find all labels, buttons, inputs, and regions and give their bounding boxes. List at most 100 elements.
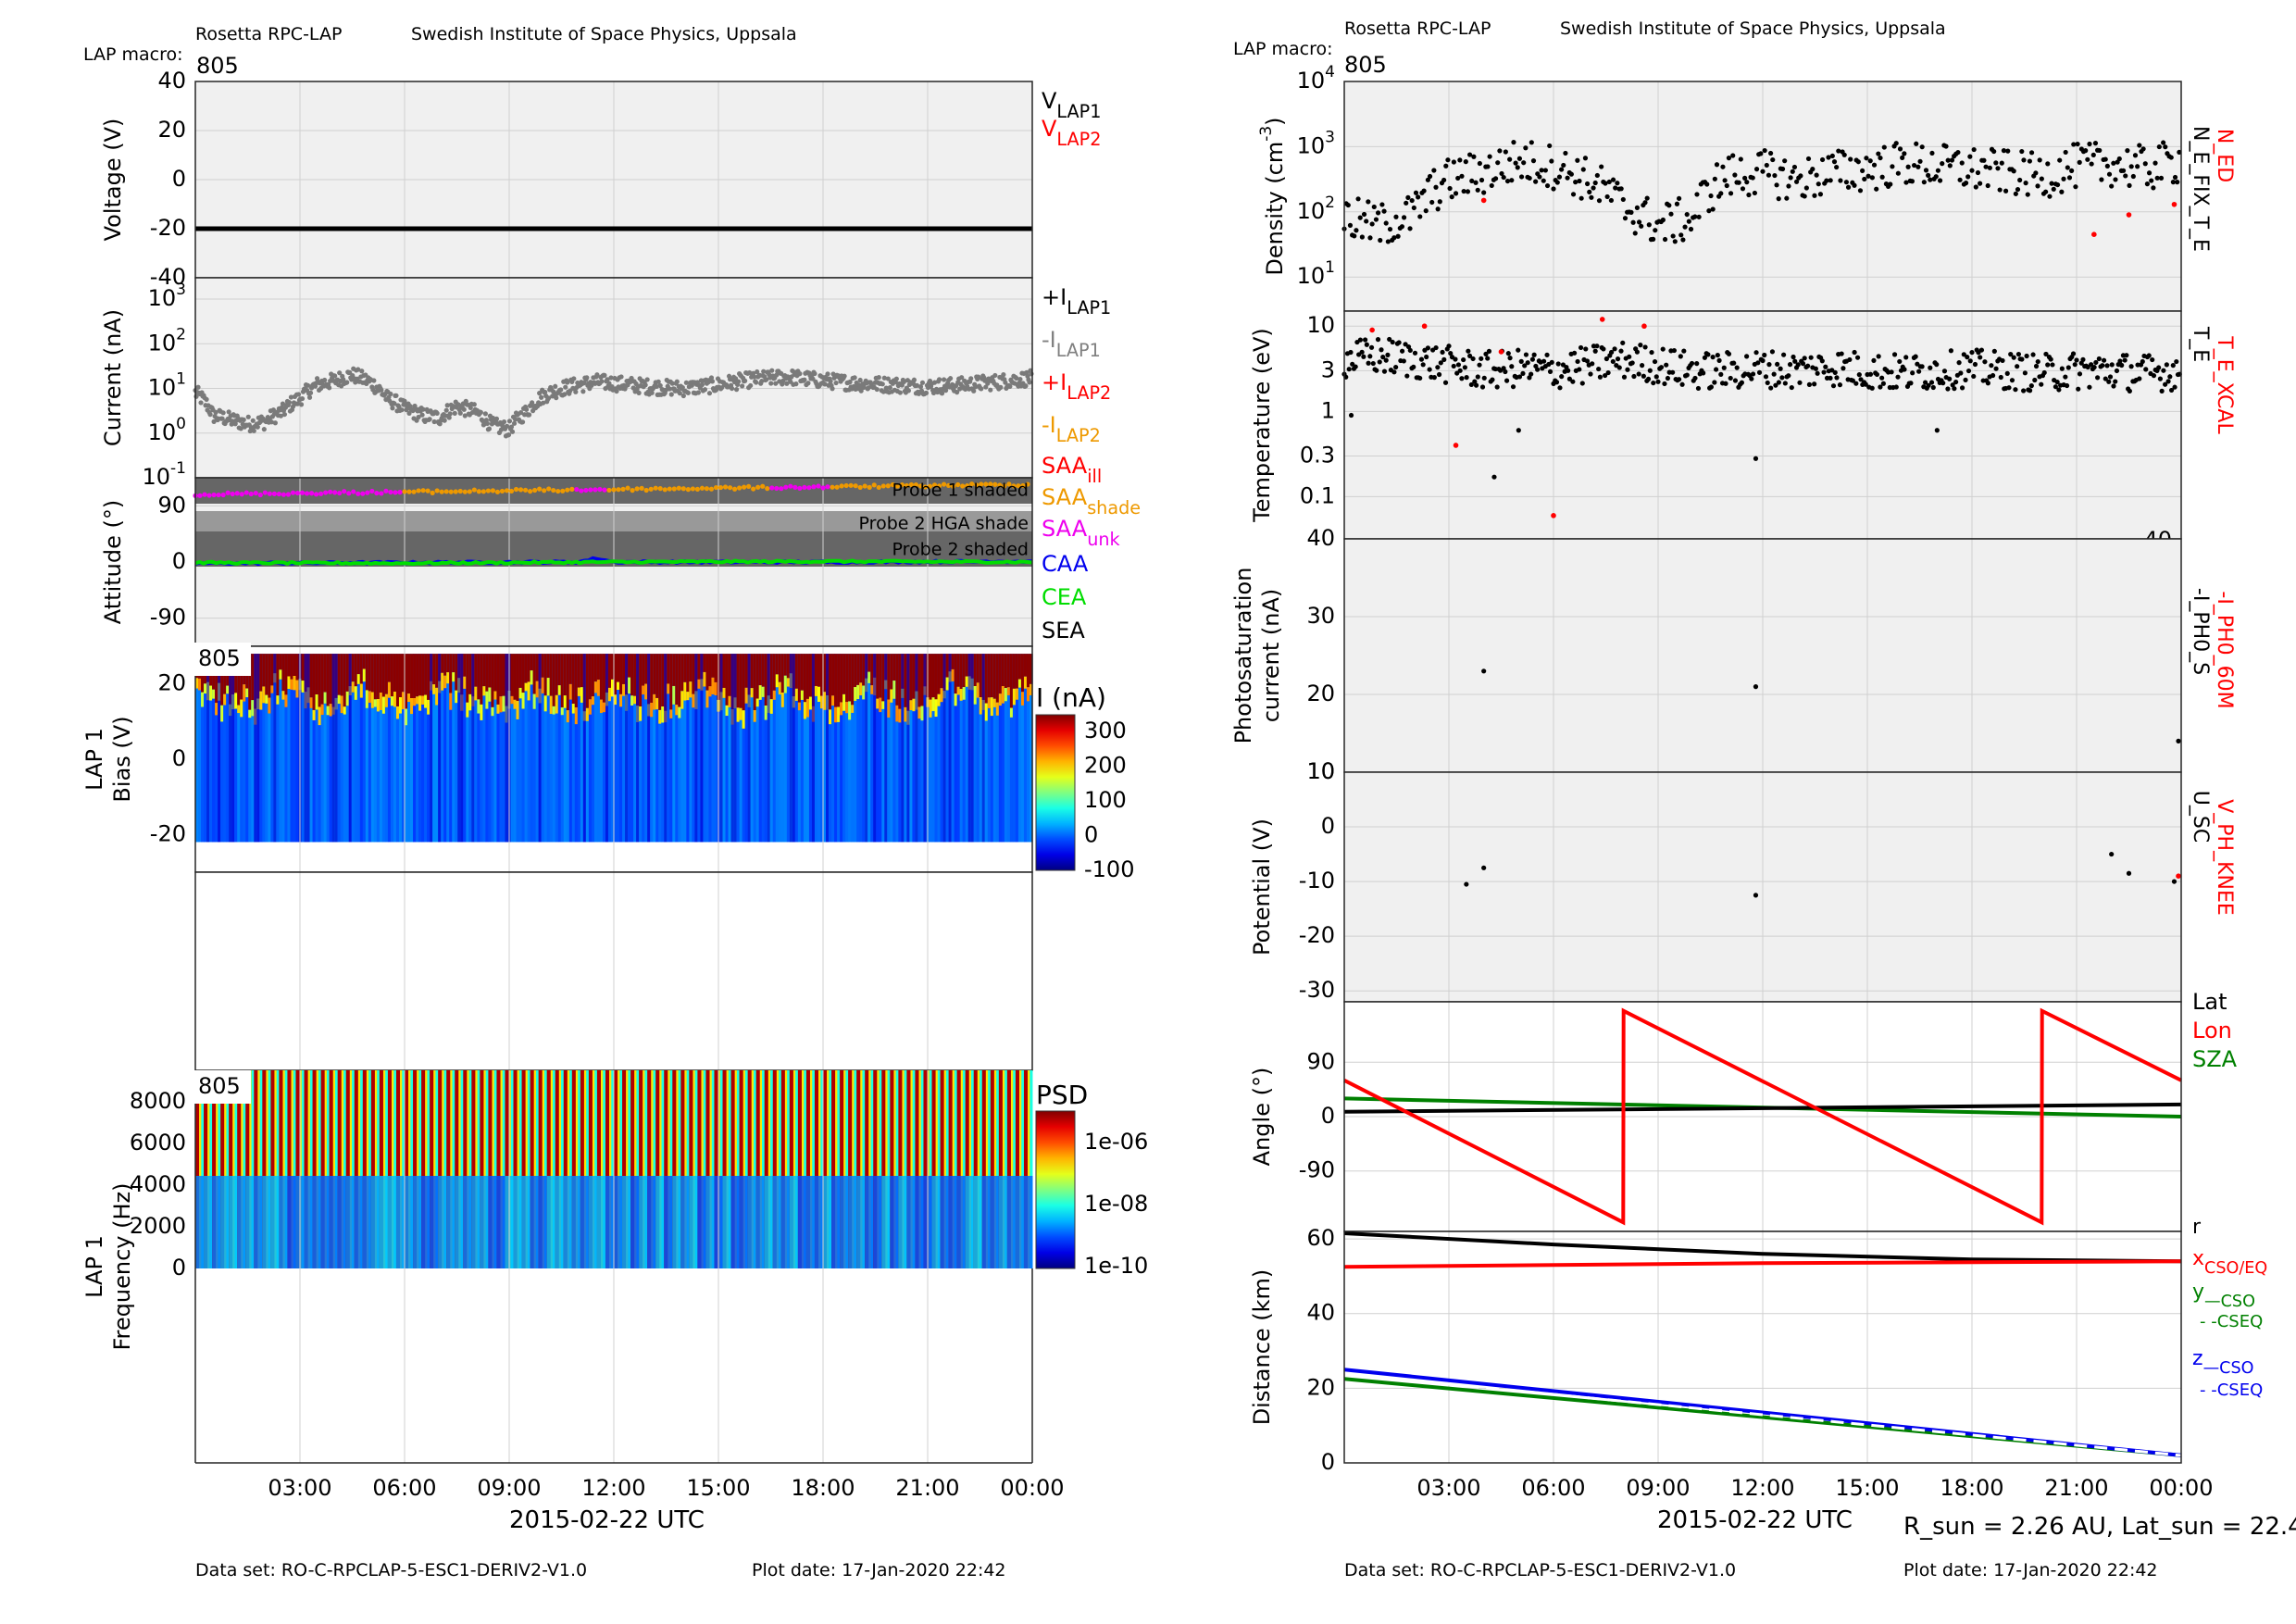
bias-hot <box>772 654 777 691</box>
psd-low <box>831 1176 841 1268</box>
bias-col <box>468 654 472 843</box>
right-xtick: 00:00 <box>2149 1475 2213 1501</box>
temperature-point <box>2064 382 2070 389</box>
bias-col <box>413 654 417 843</box>
bias-mid <box>309 697 314 708</box>
bias-col <box>1017 654 1022 843</box>
current-point <box>511 420 518 426</box>
density-point <box>1963 181 1969 186</box>
bias-col <box>1029 654 1033 843</box>
temperature-point <box>2074 357 2079 363</box>
bias-hot <box>416 654 419 697</box>
density-point <box>1776 196 1781 202</box>
bias-col <box>279 654 283 843</box>
current-point <box>914 382 920 388</box>
psd-low <box>1015 1176 1025 1268</box>
temperature-point <box>1732 378 1739 383</box>
current-point <box>286 400 293 406</box>
bias-hot <box>1026 654 1030 688</box>
saa-point <box>983 481 989 487</box>
saa-point <box>583 487 589 493</box>
bias-col <box>401 654 406 843</box>
temperature-point <box>1841 366 1846 371</box>
psd-band-cyan <box>468 1070 472 1268</box>
psd-band-red <box>262 1070 267 1268</box>
current-point <box>519 419 526 425</box>
psd-band-yellow <box>483 1070 487 1268</box>
bias-col <box>619 654 623 843</box>
bias-mid <box>870 685 874 694</box>
current-point <box>427 417 432 422</box>
bias-hot <box>937 654 942 694</box>
bias-col <box>435 654 439 843</box>
bias-mid <box>887 699 891 718</box>
bias-colorbar-tick: -100 <box>1084 856 1134 882</box>
psd-band-cyan <box>744 1070 749 1268</box>
bias-mid <box>270 685 274 693</box>
temperature-point <box>1575 358 1580 365</box>
bias-mid <box>262 686 266 704</box>
current-point <box>371 378 377 383</box>
bias-col <box>516 654 520 843</box>
bias-hot <box>887 654 891 700</box>
psd-band-yellow <box>224 1070 227 1268</box>
density-point <box>1720 164 1726 169</box>
psd-low <box>354 1176 364 1268</box>
saa-point <box>593 487 598 493</box>
psd-low <box>329 1176 339 1268</box>
bias-hot <box>979 654 983 697</box>
bias-hot <box>474 654 478 687</box>
bias-mid <box>552 706 556 715</box>
psd-band-cyan <box>259 1070 263 1268</box>
current-point <box>457 410 463 416</box>
current-point <box>880 381 885 387</box>
saa-point <box>951 483 956 489</box>
current-point <box>881 375 887 381</box>
bias-col <box>617 654 620 843</box>
psd-band-cyan <box>854 1070 857 1268</box>
bias-hot <box>689 654 693 682</box>
current-point <box>1003 380 1008 385</box>
psd-band-red <box>948 1070 954 1268</box>
psd-band-cyan <box>1029 1070 1033 1268</box>
temperature-point <box>1789 384 1794 391</box>
current-point <box>973 384 979 390</box>
temperature-point <box>1830 383 1837 389</box>
psd-band-yellow <box>249 1070 253 1268</box>
bias-col <box>1012 654 1017 843</box>
bias-mid <box>703 671 707 687</box>
psd-band-red <box>931 1070 937 1268</box>
psd-band-cyan <box>284 1070 288 1268</box>
potential-point <box>1464 881 1469 887</box>
bias-hot <box>405 654 408 709</box>
density-point <box>1678 232 1684 238</box>
bias-col <box>987 654 992 843</box>
bias-col <box>518 654 523 843</box>
bias-mid <box>596 680 601 696</box>
temperature-point <box>1579 381 1585 386</box>
saa-point <box>388 489 393 495</box>
density-point <box>1706 208 1712 214</box>
density-point <box>2011 169 2016 174</box>
psd-band-yellow <box>357 1070 361 1268</box>
bias-mid <box>356 674 361 684</box>
psd-band-cyan <box>661 1070 665 1268</box>
density-point <box>2135 164 2140 169</box>
bias-col <box>373 654 378 843</box>
bias-col <box>867 654 871 843</box>
saa-point <box>657 486 663 492</box>
density-point <box>1779 166 1786 172</box>
psd-low <box>981 1176 992 1268</box>
temperature-ytick: 10 <box>1306 312 1335 338</box>
bias-hot <box>940 654 944 689</box>
voltage-ytick: -20 <box>150 215 186 241</box>
bias-mid <box>418 695 422 711</box>
legend-current-1: -ILAP1 <box>1042 327 1101 361</box>
psd-band-cyan <box>753 1070 757 1268</box>
psd-band-red <box>1015 1070 1020 1268</box>
density-point <box>1914 141 1919 146</box>
temperature-point <box>1762 352 1767 358</box>
attitude-ylabel: Attitude (°) <box>100 500 126 624</box>
temperature-point <box>1490 377 1495 382</box>
saa-point <box>499 488 505 494</box>
